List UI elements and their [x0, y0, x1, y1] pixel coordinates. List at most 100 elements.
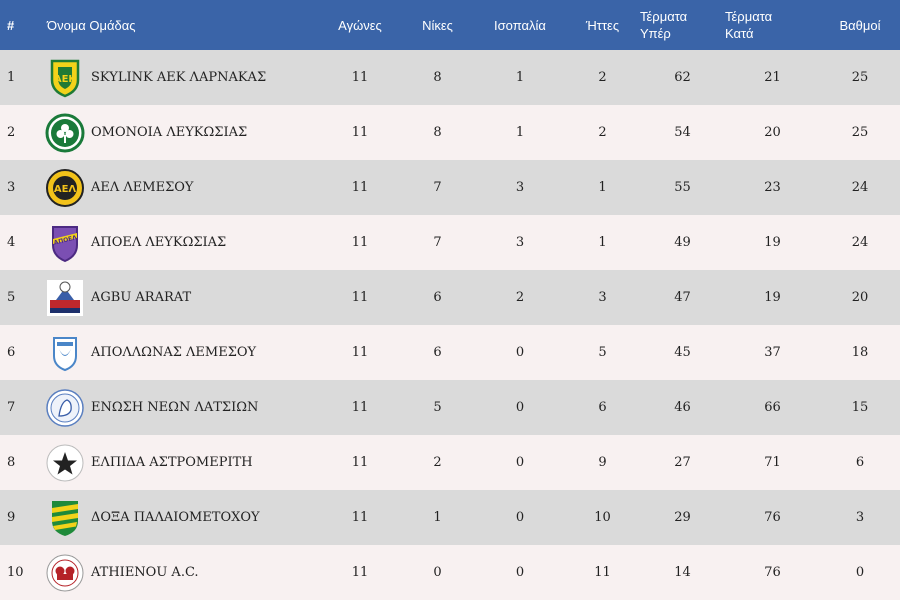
team-link[interactable]: ΕΝΩΣΗ ΝΕΩΝ ΛΑΤΣΙΩΝ	[45, 388, 320, 428]
draws-cell: 1	[515, 70, 525, 85]
team-name: ΑΠΟΛΛΩΝΑΣ ΛΕΜΕΣΟΥ	[91, 345, 257, 360]
table-header-row: # Όνομα Ομάδας Αγώνες Νίκες Ισοπαλία Ήττ…	[0, 0, 900, 50]
position-cell: 7	[7, 400, 16, 415]
team-link[interactable]: AGBU ARARAT	[45, 278, 320, 318]
wins-cell: 0	[433, 565, 442, 580]
table-row: 2 ΟΜΟΝΟΙΑ ΛΕΥΚΩΣΙΑΣ 11 8 1 2	[0, 105, 900, 160]
position-cell: 10	[7, 565, 24, 580]
goals-against-cell: 21	[764, 70, 781, 85]
position-cell: 4	[7, 235, 16, 250]
team-name: AGBU ARARAT	[91, 290, 192, 305]
team-link[interactable]: ΕΛΠΙΔΑ ΑΣΤΡΟΜΕΡΙΤΗ	[45, 443, 320, 483]
team-name: ΕΝΩΣΗ ΝΕΩΝ ΛΑΤΣΙΩΝ	[91, 400, 259, 415]
aek-larnaca-logo-icon: AEK	[50, 59, 80, 97]
goals-for-cell: 47	[674, 290, 691, 305]
goals-for-cell: 54	[674, 125, 691, 140]
team-cell: ΕΝΩΣΗ ΝΕΩΝ ΛΑΤΣΙΩΝ	[45, 380, 320, 435]
apoel-logo-icon: ΑΠΟΕΛ	[52, 225, 78, 262]
goals-against-cell: 20	[764, 125, 781, 140]
points-cell: 6	[855, 455, 865, 470]
played-cell: 11	[351, 345, 369, 360]
played-cell: 11	[351, 70, 369, 85]
omonoia-logo-icon	[45, 113, 85, 152]
losses-cell: 6	[598, 400, 607, 415]
team-link[interactable]: ΟΜΟΝΟΙΑ ΛΕΥΚΩΣΙΑΣ	[45, 113, 320, 153]
losses-cell: 10	[594, 510, 611, 525]
points-cell: 24	[851, 180, 869, 195]
goals-for-cell: 55	[674, 180, 691, 195]
draws-cell: 3	[515, 180, 525, 195]
goals-against-cell: 66	[764, 400, 781, 415]
played-cell: 11	[351, 180, 369, 195]
losses-cell: 2	[598, 125, 607, 140]
goals-for-cell: 29	[674, 510, 691, 525]
points-cell: 20	[851, 290, 869, 305]
header-position: #	[7, 17, 15, 33]
team-name: ΑΕΛ ΛΕΜΕΣΟΥ	[91, 180, 194, 195]
team-name: ΟΜΟΝΟΙΑ ΛΕΥΚΩΣΙΑΣ	[91, 125, 248, 140]
goals-for-cell: 27	[674, 455, 691, 470]
team-cell: ΔΟΞΑ ΠΑΛΑΙΟΜΕΤΟΧΟΥ	[45, 490, 320, 545]
points-cell: 3	[855, 510, 865, 525]
agbu-ararat-logo-icon	[47, 279, 83, 316]
draws-cell: 0	[515, 345, 525, 360]
header-goals-against-line2: Κατά	[725, 26, 754, 41]
draws-cell: 0	[515, 455, 525, 470]
played-cell: 11	[351, 400, 369, 415]
team-link[interactable]: AEK SKYLINK ΑΕΚ ΛΑΡΝΑΚΑΣ	[45, 58, 320, 98]
header-goals-against: Τέρματα Κατά	[725, 0, 820, 50]
position-cell: 2	[7, 125, 16, 140]
elpida-logo-icon	[46, 444, 84, 481]
team-link[interactable]: ΑΠΟΛΛΩΝΑΣ ΛΕΜΕΣΟΥ	[45, 333, 320, 373]
team-cell: ΟΜΟΝΟΙΑ ΛΕΥΚΩΣΙΑΣ	[45, 105, 320, 160]
header-draws: Ισοπαλία	[494, 17, 546, 33]
goals-against-cell: 23	[764, 180, 781, 195]
points-cell: 25	[851, 125, 869, 140]
team-link[interactable]: ΑΠΟΕΛ ΑΠΟΕΛ ΛΕΥΚΩΣΙΑΣ	[45, 223, 320, 263]
team-link[interactable]: ATHIENOU A.C.	[45, 553, 320, 593]
draws-cell: 0	[515, 400, 525, 415]
goals-for-cell: 45	[674, 345, 691, 360]
points-cell: 0	[855, 565, 865, 580]
points-cell: 24	[851, 235, 869, 250]
played-cell: 11	[351, 125, 369, 140]
goals-against-cell: 19	[764, 290, 781, 305]
goals-against-cell: 76	[764, 510, 781, 525]
team-cell: ΑΠΟΛΛΩΝΑΣ ΛΕΜΕΣΟΥ	[45, 325, 320, 380]
goals-for-cell: 46	[674, 400, 691, 415]
header-points: Βαθμοί	[839, 17, 881, 33]
position-cell: 9	[7, 510, 16, 525]
wins-cell: 8	[433, 125, 442, 140]
points-cell: 18	[851, 345, 869, 360]
goals-for-cell: 49	[674, 235, 691, 250]
draws-cell: 3	[515, 235, 525, 250]
position-cell: 6	[7, 345, 16, 360]
goals-for-cell: 14	[674, 565, 691, 580]
header-wins: Νίκες	[422, 17, 453, 33]
wins-cell: 2	[433, 455, 442, 470]
wins-cell: 5	[433, 400, 442, 415]
table-row: 5 AGBU ARARAT 11 6 2 3 47 19	[0, 270, 900, 325]
team-name: SKYLINK ΑΕΚ ΛΑΡΝΑΚΑΣ	[91, 70, 267, 85]
goals-against-cell: 37	[764, 345, 781, 360]
enosi-latsion-logo-icon	[46, 388, 84, 427]
header-goals-for-line1: Τέρματα	[640, 9, 688, 24]
header-team-name: Όνομα Ομάδας	[47, 17, 136, 33]
wins-cell: 1	[433, 510, 442, 525]
athienou-logo-icon	[46, 554, 84, 591]
team-link[interactable]: ΑΕΛ ΑΕΛ ΛΕΜΕΣΟΥ	[45, 168, 320, 208]
wins-cell: 8	[433, 70, 442, 85]
table-row: 10 ATHIENOU A.C. 11 0 0 11 14 76	[0, 545, 900, 600]
goals-against-cell: 76	[764, 565, 781, 580]
wins-cell: 6	[433, 290, 442, 305]
table-row: 6 ΑΠΟΛΛΩΝΑΣ ΛΕΜΕΣΟΥ 11 6 0 5 45 37 18	[0, 325, 900, 380]
team-link[interactable]: ΔΟΞΑ ΠΑΛΑΙΟΜΕΤΟΧΟΥ	[45, 498, 320, 538]
header-goals-against-line1: Τέρματα	[725, 9, 773, 24]
header-losses: Ήττες	[585, 17, 620, 33]
team-cell: AEK SKYLINK ΑΕΚ ΛΑΡΝΑΚΑΣ	[45, 50, 320, 105]
wins-cell: 7	[433, 235, 442, 250]
played-cell: 11	[351, 565, 369, 580]
draws-cell: 0	[515, 565, 525, 580]
table-row: 3 ΑΕΛ ΑΕΛ ΛΕΜΕΣΟΥ 11 7 3 1 55 23 24	[0, 160, 900, 215]
